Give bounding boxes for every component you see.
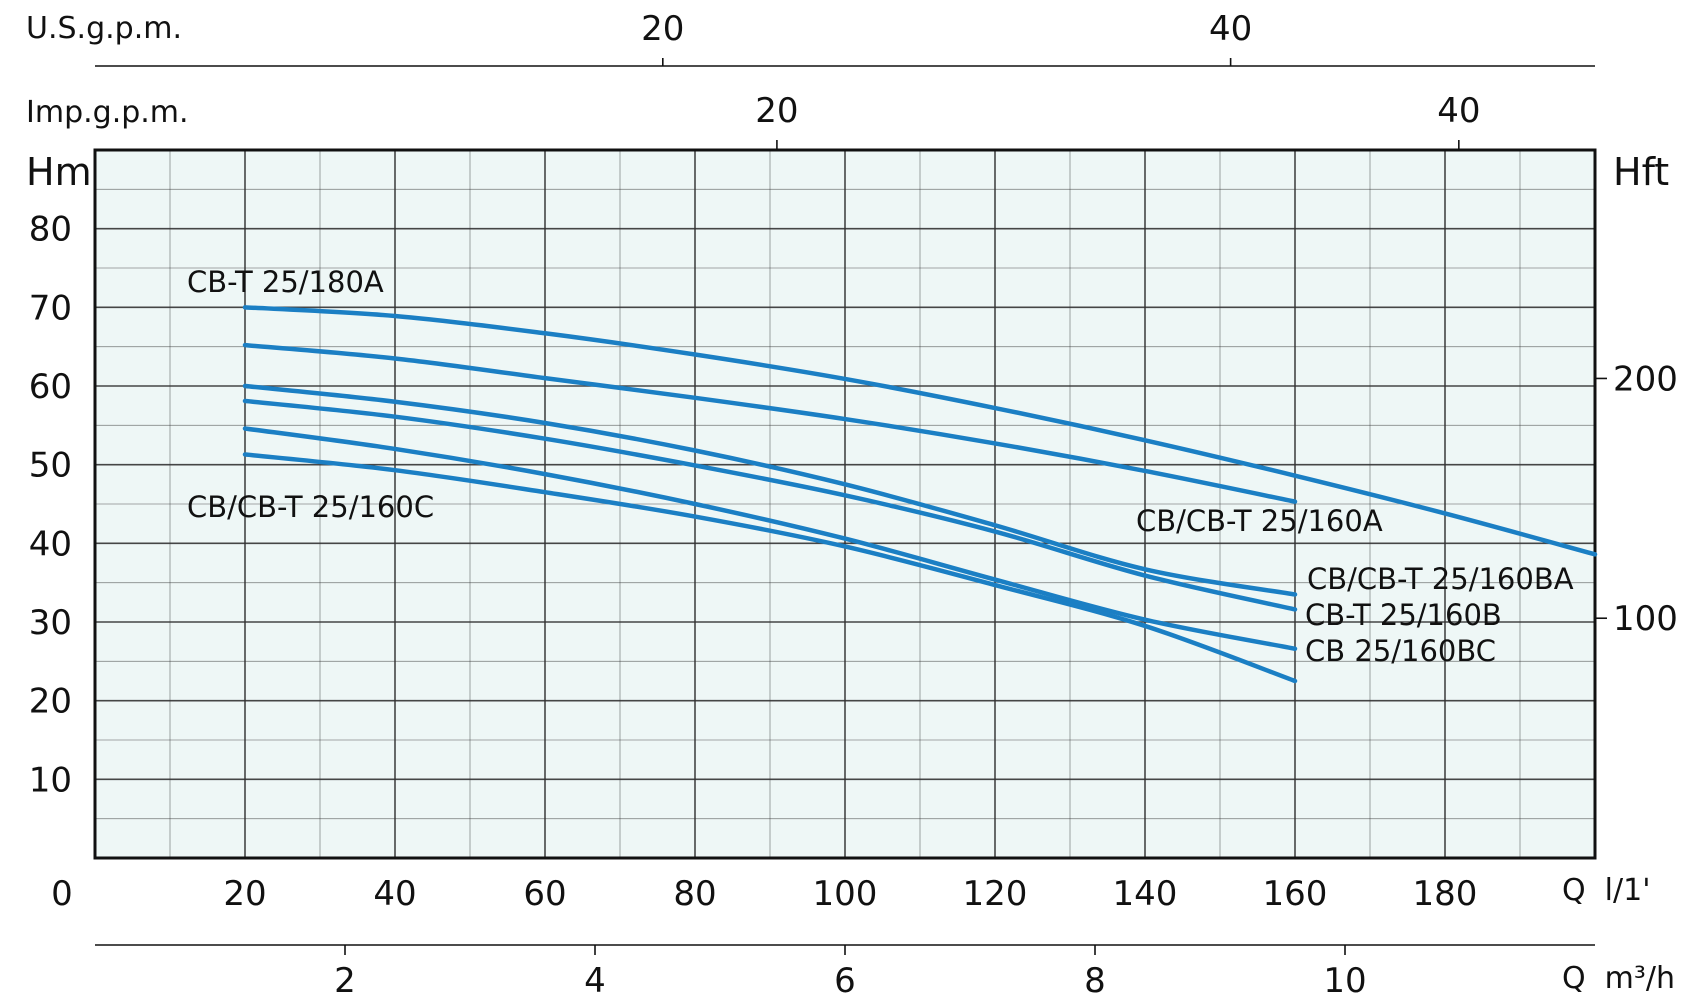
label-cbt-25-160b: CB-T 25/160B	[1305, 598, 1502, 632]
hft-axis-label: Hft	[1613, 150, 1669, 194]
plot-frame	[93, 148, 1597, 860]
x-tick-label: 100	[813, 874, 878, 914]
x-tick-label: 80	[673, 874, 716, 914]
origin-label: 0	[51, 874, 73, 914]
impgpm-tick-label: 20	[755, 91, 798, 131]
m3h-unit-label: Q m³/h	[1562, 961, 1675, 996]
m3h-tick-label: 8	[1084, 961, 1106, 1000]
curve-s1	[242, 305, 1598, 557]
tick-labels: 20 40 60 80 100 120 140 160 180 10 20 30 40 50 60 70 80	[29, 210, 1478, 914]
label-cb-25-160bc: CB 25/160BC	[1305, 634, 1496, 668]
y-tick-label: 60	[29, 367, 72, 407]
usgpm-tick-label: 20	[641, 9, 684, 49]
y-tick-label: 80	[29, 210, 72, 250]
top-axes: 20 40 20 40	[95, 9, 1595, 150]
x-tick-label: 20	[223, 874, 266, 914]
label-cbt-25-180a: CB-T 25/180A	[187, 265, 384, 299]
x-tick-label: 60	[523, 874, 566, 914]
x-tick-label: 180	[1413, 874, 1478, 914]
y-tick-label: 30	[29, 603, 72, 643]
usgpm-unit-label: U.S.g.p.m.	[26, 11, 182, 46]
impgpm-tick-label: 40	[1437, 91, 1480, 131]
m3h-tick-label: 10	[1323, 961, 1366, 1000]
y-tick-label: 50	[29, 446, 72, 486]
curve-s6	[242, 452, 1298, 684]
m3h-tick-label: 4	[584, 961, 606, 1000]
label-cb-25-160ba: CB/CB-T 25/160BA	[1307, 562, 1574, 596]
x-tick-label: 160	[1263, 874, 1328, 914]
m3h-tick-label: 6	[834, 961, 856, 1000]
y-tick-label: 70	[29, 288, 72, 328]
x-tick-label: 120	[963, 874, 1028, 914]
impgpm-unit-label: Imp.g.p.m.	[26, 95, 189, 130]
y-tick-label: 20	[29, 682, 72, 722]
curve-s3	[242, 383, 1298, 597]
lmin-unit-label: Q l/1'	[1562, 873, 1650, 908]
curve-s5	[242, 426, 1298, 651]
y-tick-label: 10	[29, 760, 72, 800]
curve-s2	[242, 342, 1298, 504]
curve-s4	[242, 398, 1298, 612]
x-tick-label: 140	[1113, 874, 1178, 914]
hm-axis-label: Hm	[26, 150, 92, 194]
x-tick-label: 40	[373, 874, 416, 914]
m3h-tick-label: 2	[334, 961, 356, 1000]
m3h-axis: 2 4 6 8 10	[95, 944, 1595, 1000]
hft-axis: 100 200	[1595, 359, 1678, 639]
y-tick-label: 40	[29, 524, 72, 564]
hft-tick-label: 200	[1613, 359, 1678, 399]
usgpm-tick-label: 40	[1209, 9, 1252, 49]
major-grid	[95, 150, 1595, 858]
label-cb-25-160a: CB/CB-T 25/160A	[1136, 504, 1383, 538]
label-cb-25-160c: CB/CB-T 25/160C	[187, 490, 434, 524]
hft-tick-label: 100	[1613, 599, 1678, 639]
pump-curves	[242, 305, 1598, 684]
